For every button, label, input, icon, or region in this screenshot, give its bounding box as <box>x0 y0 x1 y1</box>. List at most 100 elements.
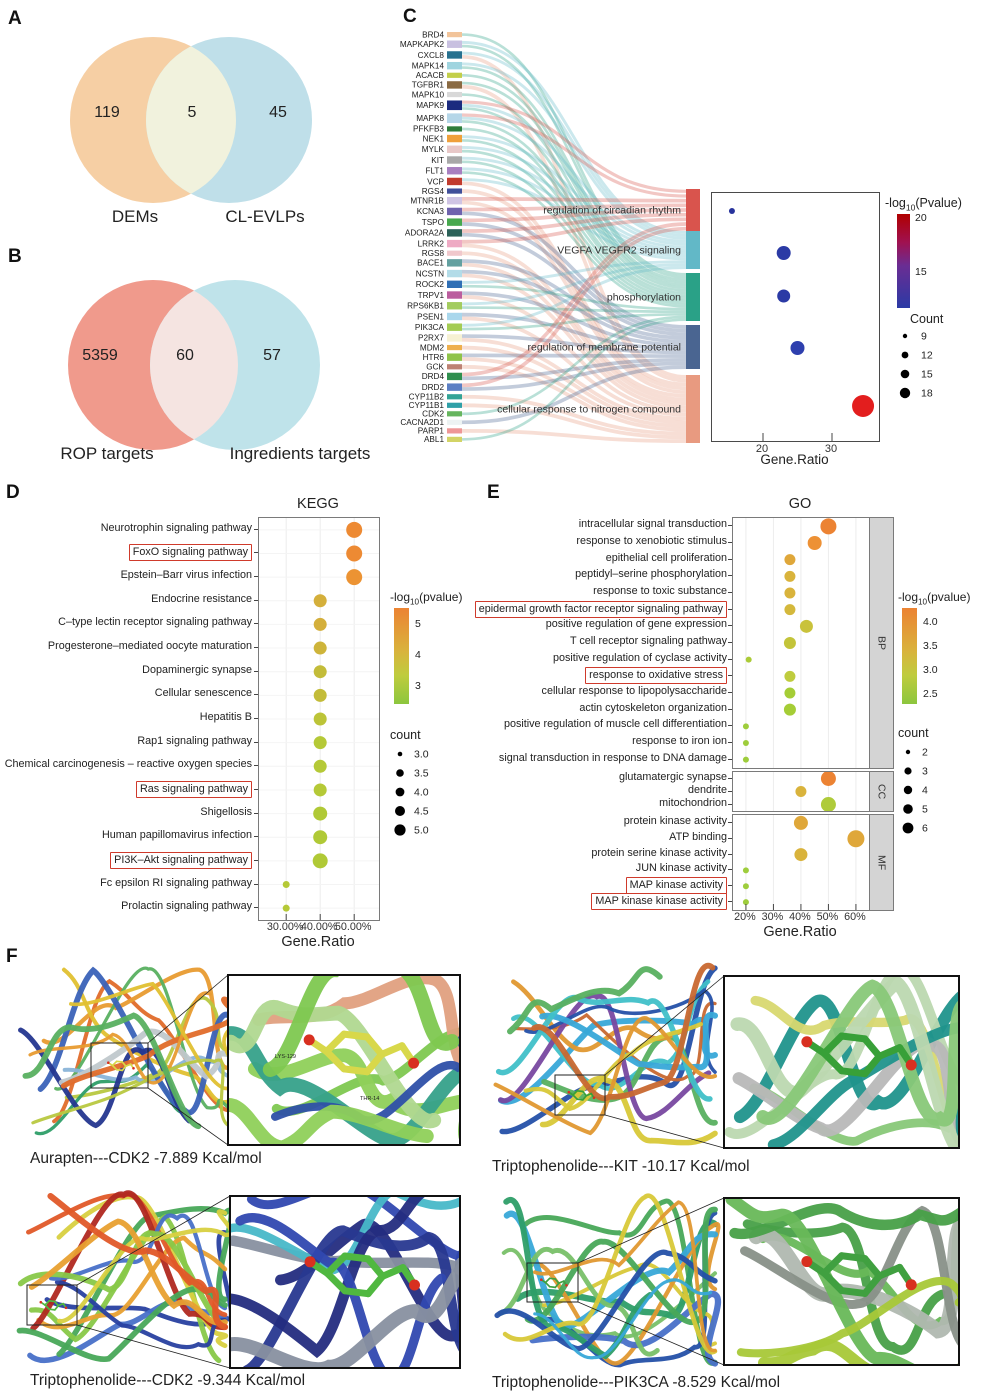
ligand-stick <box>572 1089 579 1096</box>
go-dot <box>847 830 865 848</box>
go-count-dot <box>903 785 913 795</box>
go-row-label: signal transduction in response to DNA d… <box>498 751 727 764</box>
gene-label-brd4: BRD4 <box>422 30 444 39</box>
sankey-link <box>461 353 687 359</box>
go-row-label: positive regulation of muscle cell diffe… <box>503 718 727 731</box>
kegg-x-tick-label: 50.00% <box>334 921 372 933</box>
ligand-stick <box>115 1068 124 1072</box>
gene-label-mylk: MYLK <box>422 145 445 154</box>
ligand-stick <box>861 1035 883 1060</box>
kegg-count-dot <box>394 824 406 836</box>
sankey-link <box>461 167 687 258</box>
sankey-link <box>461 266 687 327</box>
c-size-dot <box>899 387 911 399</box>
kegg-dot <box>313 688 327 702</box>
ribbon <box>235 1213 447 1368</box>
go-dot <box>742 899 749 906</box>
ribbon <box>16 1286 228 1362</box>
sankey-link <box>461 357 687 381</box>
go-facet-plot <box>742 518 857 768</box>
kegg-row-label: Hepatitis B <box>199 711 252 723</box>
go-x-tick-label: 50% <box>816 911 839 923</box>
go-dot <box>742 723 749 730</box>
go-title: GO <box>788 496 812 512</box>
sankey-link <box>461 135 687 249</box>
go-count-label: 5 <box>922 804 928 816</box>
inset-border <box>723 1197 960 1366</box>
go-colorbar-tick: 4.0 <box>923 616 938 628</box>
go-row-tick <box>728 625 732 627</box>
go-count-dot <box>905 749 911 755</box>
gene-node-cdk2 <box>447 411 462 417</box>
kegg-row-label: Epstein–Barr virus infection <box>120 569 252 582</box>
ligand-stick <box>53 1304 60 1311</box>
ligand-stick <box>572 1094 579 1101</box>
kegg-dot <box>313 759 327 773</box>
kegg-dot <box>313 665 327 679</box>
ribbon <box>539 1011 718 1071</box>
go-row-label: glutamatergic synapse <box>618 770 727 783</box>
gene-label-psen1: PSEN1 <box>417 312 444 321</box>
go-legend-sizes: 2 3 4 5 6 <box>902 747 928 835</box>
gene-node-pfkfb3 <box>447 126 462 132</box>
ligand-stick <box>820 1269 846 1295</box>
ribbon <box>514 1001 717 1082</box>
go-row-label: epithelial cell proliferation <box>605 551 727 564</box>
go-row-tick <box>728 901 732 903</box>
kegg-x-tick-label: 30.00% <box>266 921 304 933</box>
gene-label-cyp11b2: CYP11B2 <box>409 393 445 402</box>
ribbon <box>56 1206 234 1357</box>
kegg-count-dot <box>396 769 404 777</box>
gene-node-mdm2 <box>447 344 462 351</box>
c-dotplot-box <box>711 192 880 442</box>
c-x-axis-title: Gene.Ratio <box>760 452 829 467</box>
venn-b-right-label: Ingredients targets <box>229 444 371 463</box>
kegg-row-tick <box>254 576 258 578</box>
gene-label-tspo: TSPO <box>422 218 444 227</box>
oxygen-atom <box>304 1256 316 1268</box>
kegg-row-label: Fc epsilon RI signaling pathway <box>100 876 252 889</box>
c-size-label: 12 <box>921 350 933 362</box>
ligand-stick <box>820 1049 846 1075</box>
go-row-tick <box>728 777 732 779</box>
go-row-tick <box>728 803 732 805</box>
c-x-tick-label: 20 <box>755 443 769 455</box>
ligand-stick <box>48 1299 56 1303</box>
go-facet-plot <box>742 815 865 910</box>
gene-label-gck: GCK <box>426 363 444 372</box>
kegg-row-tick <box>254 718 258 719</box>
sankey-link <box>461 149 687 303</box>
gene-node-drd4 <box>447 372 462 381</box>
gene-label-ncstn: NCSTN <box>416 269 444 278</box>
gene-node-gck <box>447 364 462 370</box>
kegg-row-label: Endocrine resistance <box>151 592 252 605</box>
go-facet-box-mf <box>732 814 870 911</box>
c-legend-sizes: 9 12 15 18 <box>899 331 933 400</box>
go-row-label: protein kinase activity <box>623 814 727 827</box>
kegg-plot-box <box>258 517 661 921</box>
gene-label-tgfbr1: TGFBR1 <box>412 81 445 90</box>
go-row-tick <box>728 837 732 839</box>
ligand-stick <box>53 1300 60 1307</box>
ligand-stick <box>323 1030 348 1055</box>
zoom-connector-line <box>147 974 229 1044</box>
go-colorbar-tick: 3.5 <box>923 640 938 652</box>
gene-label-nek1: NEK1 <box>423 134 445 143</box>
c-size-label: 15 <box>921 369 933 381</box>
gene-label-cacna2d1: CACNA2D1 <box>400 418 444 427</box>
ribbon <box>54 966 232 1111</box>
gene-node-tspo <box>447 218 462 226</box>
kegg-row-tick <box>254 670 258 672</box>
sankey-link <box>461 44 687 279</box>
venn-rop-ingredients <box>68 280 320 450</box>
c-x-tick-label: 30 <box>824 443 838 455</box>
sankey-link <box>461 54 687 379</box>
kegg-row-tick <box>254 836 258 838</box>
ribbon <box>736 1277 959 1358</box>
venn-b-right-value: 57 <box>263 347 281 364</box>
sankey-link <box>461 139 687 300</box>
go-row-tick <box>728 821 732 823</box>
ligand-stick <box>548 1277 557 1280</box>
gene-label-acacb: ACACB <box>416 71 445 80</box>
kegg-dot <box>313 594 327 608</box>
